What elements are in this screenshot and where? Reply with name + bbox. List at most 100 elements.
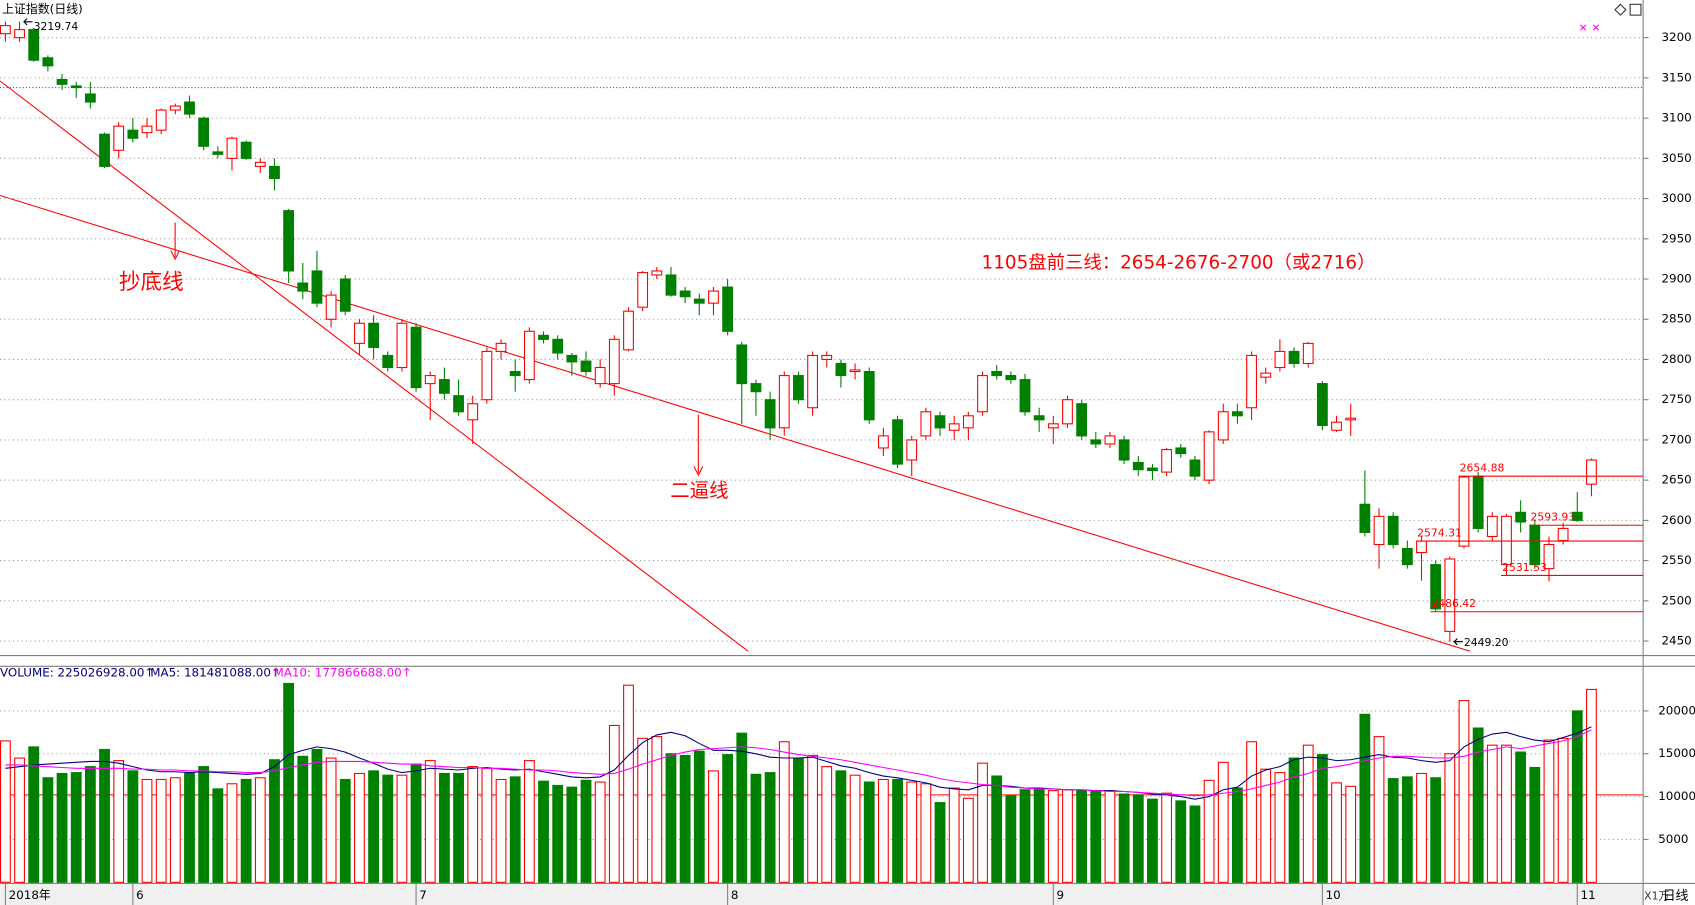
candle-body [651, 270, 663, 276]
volume-bar [1260, 768, 1272, 883]
volume-bar [523, 760, 535, 883]
candle-body [438, 379, 450, 394]
x-tick-label: 7 [419, 888, 427, 902]
volume-bar [991, 775, 1003, 883]
volume-bar [297, 755, 309, 883]
legend-entry: VOLUME: 225026928.00↑ [0, 665, 154, 679]
candle-body [934, 415, 946, 429]
annotation: 抄底线 [119, 270, 184, 295]
candle-body [1571, 511, 1583, 521]
candle-body [14, 29, 25, 39]
volume-bar [1189, 805, 1201, 883]
volume-bar [849, 774, 861, 883]
candle-body [764, 399, 776, 429]
candle-body [637, 272, 649, 308]
candle-body [835, 362, 847, 377]
volume-bar [1033, 788, 1045, 883]
candle-body [382, 354, 394, 369]
candle-body [1232, 411, 1243, 417]
candle-body [297, 282, 309, 292]
volume-bar [708, 770, 719, 883]
candle-body [580, 360, 592, 373]
candle-body [495, 342, 507, 352]
y-tick-label: 10000 [1658, 789, 1695, 803]
candle-body [1203, 431, 1215, 481]
volume-bar [1571, 710, 1583, 883]
candle-body [1019, 379, 1031, 413]
volume-bar [325, 757, 337, 883]
volume-bar [354, 772, 365, 883]
y-tick-label: 2500 [1661, 593, 1691, 607]
period-label[interactable]: 日线 [1663, 889, 1689, 904]
volume-bar [538, 780, 549, 883]
candle-body [1458, 476, 1470, 547]
candle-body [750, 383, 762, 393]
candle-body [254, 161, 266, 167]
candle-body [269, 165, 280, 179]
volume-bar [1444, 753, 1456, 883]
volume-bar [594, 781, 606, 883]
candle-body [1175, 447, 1187, 455]
toolbar-icon[interactable] [1614, 3, 1627, 16]
volume-bar [608, 724, 620, 883]
volume-bar [184, 772, 195, 883]
candle-body [127, 129, 139, 139]
candle-body [1076, 403, 1088, 437]
y-tick-label: 3000 [1661, 191, 1691, 205]
candle-body [1557, 527, 1569, 542]
volume-bar [920, 783, 932, 883]
volume-bar [693, 750, 705, 883]
ma-line [5, 729, 1592, 797]
candle-body [1529, 524, 1541, 566]
volume-bar [1501, 744, 1512, 883]
volume-bar [1232, 787, 1243, 883]
toolbar-icon[interactable] [1629, 3, 1642, 16]
volume-bar [382, 774, 394, 883]
volume-bar [70, 772, 82, 883]
candle-body [906, 439, 918, 461]
volume-bar [821, 766, 833, 883]
volume-bar [0, 740, 11, 883]
candle-body [1501, 515, 1512, 566]
candle-body [538, 334, 549, 340]
unit-label: X1万 [1644, 889, 1669, 902]
volume-bar [311, 748, 323, 883]
volume-bar [1005, 795, 1017, 883]
candle-body [623, 310, 634, 351]
candle-body [948, 423, 960, 431]
candle-body [1161, 449, 1173, 473]
volume-bar [127, 770, 139, 883]
y-tick-label: 3050 [1661, 151, 1691, 165]
volume-bar [240, 778, 252, 883]
volume-bar [1416, 772, 1427, 883]
candle-body [1302, 342, 1314, 365]
volume-bar [793, 757, 804, 883]
candle-body [552, 338, 564, 354]
volume-bar [1147, 798, 1158, 883]
legend-entry: MA10: 177866688.00↑ [273, 665, 411, 679]
candle-body [594, 366, 606, 385]
candle-body [693, 298, 705, 304]
candle-body [368, 322, 379, 348]
volume-bar [1274, 772, 1286, 883]
volume-bar [254, 777, 266, 883]
candle-body [849, 369, 861, 373]
x-tick-label: 9 [1057, 888, 1065, 902]
candle-body [1062, 399, 1073, 425]
candle-body [1543, 543, 1555, 570]
volume-bar [1387, 778, 1399, 883]
volume-bar [962, 797, 974, 883]
y-tick-label: 2950 [1661, 231, 1691, 245]
volume-bar [1104, 790, 1116, 883]
volume-bar [481, 767, 493, 883]
candle-body [283, 210, 295, 272]
candle-body [1217, 411, 1229, 441]
candle-body [198, 117, 210, 147]
candle-body [56, 78, 68, 85]
trend-lines [0, 80, 1471, 652]
volume-bar [1345, 785, 1357, 883]
candle-body [778, 375, 790, 429]
level-label: 2486.42 [1431, 597, 1476, 610]
legend-entry: MA5: 181481088.00↑ [150, 665, 281, 679]
x-tick-label: 11 [1581, 888, 1596, 902]
